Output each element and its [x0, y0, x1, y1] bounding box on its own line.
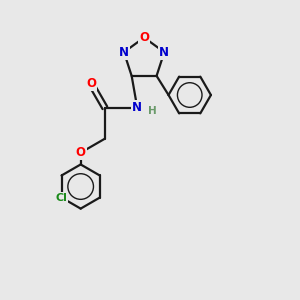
Text: H: H: [148, 106, 157, 116]
Text: N: N: [159, 46, 169, 59]
Text: N: N: [119, 46, 129, 59]
Text: O: O: [139, 31, 149, 44]
Text: Cl: Cl: [56, 193, 68, 202]
Text: O: O: [86, 77, 96, 90]
Text: O: O: [76, 146, 86, 159]
Text: N: N: [132, 101, 142, 114]
